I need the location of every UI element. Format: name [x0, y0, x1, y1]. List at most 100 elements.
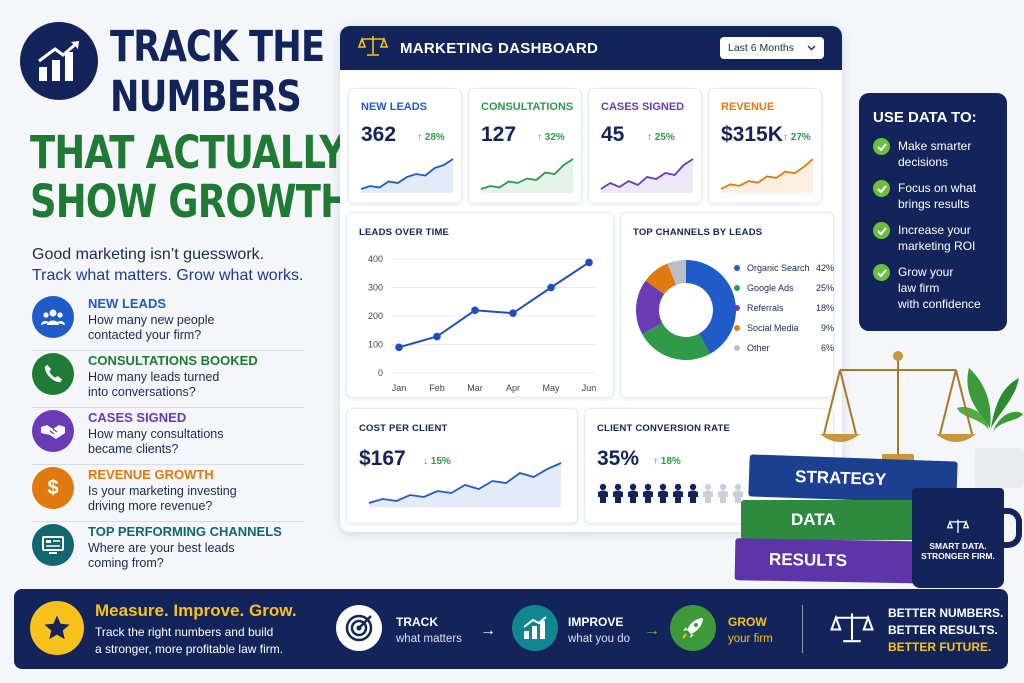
donut-slice — [645, 263, 677, 295]
donut-slice — [667, 260, 686, 285]
kpi-card: REVENUE $315K ↑ 27% — [708, 88, 822, 204]
marketing-dashboard: MARKETING DASHBOARD Last 6 Months NEW LE… — [340, 26, 842, 532]
legend-percent: 18% — [815, 303, 834, 313]
kpi-value: 127 — [481, 123, 517, 146]
dashboard-header: MARKETING DASHBOARD Last 6 Months — [340, 26, 842, 70]
kpi-change: ↑ 27% — [783, 132, 811, 143]
use-data-text: Increase your marketing ROI — [898, 222, 975, 254]
bottom-headline: Measure. Improve. Grow. — [95, 601, 297, 620]
sparkline-area — [601, 159, 693, 193]
legend-label: Other — [747, 343, 770, 353]
person-icon — [643, 483, 653, 503]
feature-desc-1: How many consultations — [88, 427, 224, 441]
feature-title: TOP PERFORMING CHANNELS — [88, 524, 282, 539]
leads-data-point — [509, 309, 517, 317]
leads-data-point — [547, 283, 555, 292]
conversion-title: CLIENT CONVERSION RATE — [597, 423, 731, 434]
feature-item: CONSULTATIONS BOOKED How many leads turne… — [32, 351, 304, 408]
person-icon — [718, 483, 728, 503]
sparkline-line — [720, 158, 814, 190]
bottom-line-2: a stronger, more profitable law firm. — [95, 642, 284, 656]
plant-illustration — [957, 368, 1024, 488]
date-range-value: Last 6 Months — [728, 42, 794, 54]
kpi-change: ↑ 28% — [417, 132, 445, 143]
legend-item: Other 6% — [734, 343, 834, 353]
kpi-label: CASES SIGNED — [601, 101, 685, 113]
step-track-sub: what matters — [396, 633, 462, 645]
use-data-panel: USE DATA TO: Make smarter decisions Focus … — [859, 93, 1007, 331]
legend-dot — [734, 325, 740, 331]
donut-slice — [642, 323, 711, 360]
step-track-title: TRACK — [396, 615, 438, 629]
sparkline-area — [361, 159, 453, 193]
use-data-text: Focus on what brings results — [898, 180, 976, 212]
kpi-change: ↑ 32% — [537, 132, 565, 143]
legend-item: Organic Search 42% — [734, 263, 834, 273]
step-grow-title: GROW — [728, 615, 767, 629]
intro-line-1: Good marketing isn’t guesswork. — [32, 246, 265, 263]
sparkline-line — [368, 462, 562, 504]
feature-title: CASES SIGNED — [88, 410, 187, 425]
conversion-change: ↑ 18% — [653, 456, 681, 467]
legend-item: Google Ads 25% — [734, 283, 834, 293]
conversion-people-row — [597, 483, 744, 503]
x-tick-label: Jan — [392, 383, 407, 393]
legend-percent: 25% — [815, 283, 834, 293]
dollar-icon: $ — [32, 467, 74, 509]
kpi-card: CONSULTATIONS 127 ↑ 32% — [468, 88, 582, 204]
feature-item: TOP PERFORMING CHANNELS Where are your be… — [32, 522, 304, 579]
step-grow-sub: your firm — [728, 633, 773, 645]
arrow-right-icon: → — [644, 622, 660, 639]
leads-chart-title: LEADS OVER TIME — [359, 227, 450, 238]
feature-desc-2: driving more revenue? — [88, 499, 213, 513]
legend-dot — [734, 285, 740, 291]
person-icon — [658, 483, 668, 503]
y-tick-label: 400 — [368, 254, 383, 264]
cost-value: $167 — [359, 447, 406, 470]
feature-desc-2: became clients? — [88, 442, 179, 456]
use-data-line: brings results — [898, 197, 970, 211]
person-icon — [598, 483, 608, 503]
feature-item: NEW LEADS How many new people contacted yo… — [32, 294, 304, 351]
kpi-sparkline — [600, 158, 694, 193]
cost-per-client-card: COST PER CLIENT $167 ↓ 15% — [346, 408, 578, 524]
donut-slice — [686, 260, 736, 354]
books-stack: STRATEGY DATA RESULTS — [734, 442, 958, 587]
y-tick-label: 100 — [368, 340, 383, 350]
kpi-value: 362 — [361, 123, 397, 146]
growth-logo-icon — [20, 22, 98, 100]
kpi-label: CONSULTATIONS — [481, 101, 574, 113]
leads-data-point — [433, 332, 441, 341]
legend-dot — [734, 345, 740, 351]
date-range-dropdown[interactable]: Last 6 Months — [720, 37, 824, 59]
mug-text-1: SMART DATA. — [929, 541, 987, 551]
check-icon — [873, 222, 890, 239]
feature-text: TOP PERFORMING CHANNELS Where are your be… — [88, 524, 282, 571]
legend-percent: 9% — [820, 323, 834, 333]
use-data-text: Grow your law firm with confidence — [898, 264, 981, 312]
target-icon — [336, 605, 382, 651]
rocket-icon — [670, 605, 716, 651]
use-data-title: USE DATA TO: — [873, 109, 977, 126]
scales-icon — [829, 609, 875, 652]
headline-line-3: THAT ACTUALLY — [30, 126, 346, 179]
legend-item: Referrals 18% — [734, 303, 834, 313]
people-icon — [32, 296, 74, 338]
person-icon — [673, 483, 683, 503]
person-icon — [733, 483, 743, 503]
book-results: RESULTS — [734, 538, 942, 584]
person-icon — [628, 483, 638, 503]
intro-line-2: Track what matters. Grow what works. — [32, 267, 304, 284]
feature-desc-1: How many leads turned — [88, 370, 220, 384]
feature-item: CASES SIGNED How many consultations became… — [32, 408, 304, 465]
sparkline-area — [721, 159, 813, 193]
feature-text: NEW LEADS How many new people contacted yo… — [88, 296, 214, 343]
dashboard-title: MARKETING DASHBOARD — [400, 39, 599, 57]
use-data-line: Make smarter — [898, 139, 972, 153]
y-tick-label: 200 — [368, 311, 383, 321]
mug-scales-icon — [946, 519, 970, 533]
person-icon — [613, 483, 623, 503]
sparkline-line — [600, 158, 694, 190]
conversion-rate-card: CLIENT CONVERSION RATE 35% ↑ 18% — [584, 408, 834, 524]
improve-chart-icon — [512, 605, 558, 651]
